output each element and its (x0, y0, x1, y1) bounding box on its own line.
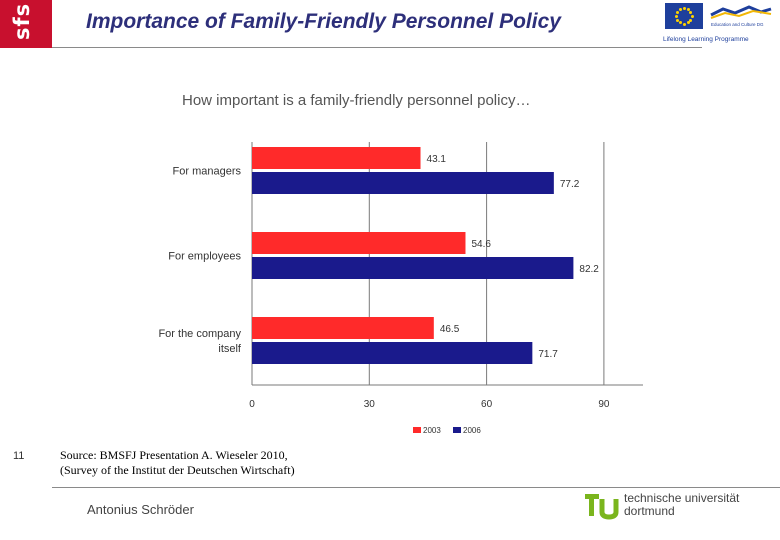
x-tick-label: 30 (364, 399, 376, 410)
legend-label: 2006 (463, 426, 481, 435)
data-label: 71.7 (538, 349, 558, 360)
eu-star-icon (689, 18, 693, 22)
category-label: For the company (158, 328, 241, 340)
tu-dortmund-logo (585, 494, 619, 520)
eu-star-icon (689, 10, 693, 14)
sfs-logo-text: sfs (10, 2, 34, 40)
page-number: 11 (13, 450, 25, 462)
sfs-logo: sfs (0, 0, 52, 48)
eu-flag-icon (665, 3, 703, 29)
data-label: 82.2 (579, 264, 599, 275)
legend-swatch-2006 (453, 427, 461, 433)
footer-divider (52, 487, 780, 488)
x-tick-label: 60 (481, 399, 493, 410)
category-label: For managers (173, 166, 242, 178)
eu-star-icon (675, 18, 679, 22)
bar-2006-2 (252, 257, 574, 279)
data-label: 43.1 (427, 154, 447, 165)
university-line-1: technische universität (624, 491, 740, 505)
category-label: itself (218, 343, 242, 355)
data-label: 46.5 (440, 324, 460, 335)
bar-2003-3 (252, 317, 434, 339)
education-culture-logo (710, 5, 772, 19)
bar-2003-2 (252, 232, 466, 254)
bar-2006-1 (252, 172, 554, 194)
eu-star-icon (686, 21, 690, 25)
university-line-2: dortmund (624, 504, 675, 518)
eu-star-icon (678, 7, 682, 11)
legend-swatch-2003 (413, 427, 421, 433)
eu-star-icon (686, 7, 690, 11)
bar-2003-1 (252, 147, 421, 169)
data-label: 77.2 (560, 179, 580, 190)
source-line-1: Source: BMSFJ Presentation A. Wieseler 2… (60, 448, 288, 462)
partner-logo-caption: Lifelong Learning Programme (663, 36, 749, 43)
x-tick-label: 90 (598, 399, 610, 410)
eu-star-icon (678, 21, 682, 25)
eu-star-icon (682, 6, 686, 10)
bar-chart: How important is a family-friendly perso… (158, 92, 643, 435)
legend-label: 2003 (423, 426, 441, 435)
bar-2006-3 (252, 342, 533, 364)
university-name: technische universität dortmund (624, 492, 739, 518)
x-tick-label: 0 (249, 399, 255, 410)
category-label: For employees (168, 251, 241, 263)
source-note: Source: BMSFJ Presentation A. Wieseler 2… (60, 448, 295, 478)
eu-star-icon (682, 22, 686, 26)
eu-star-icon (675, 10, 679, 14)
data-label: 54.6 (471, 239, 491, 250)
slide-title: Importance of Family-Friendly Personnel … (86, 10, 561, 33)
author-name: Antonius Schröder (87, 502, 194, 517)
eu-star-icon (690, 14, 694, 18)
source-line-2: (Survey of the Institut der Deutschen Wi… (60, 463, 295, 477)
partner-logo-name: Education and Culture DG (711, 22, 764, 27)
title-divider (52, 47, 702, 48)
eu-star-icon (674, 14, 678, 18)
chart-title: How important is a family-friendly perso… (182, 92, 530, 109)
